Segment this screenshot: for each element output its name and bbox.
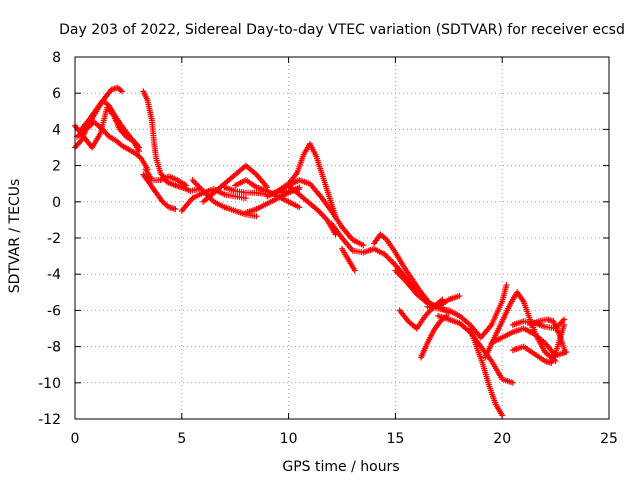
- data-point: [253, 213, 260, 220]
- data-point: [172, 206, 179, 213]
- data-point: [561, 321, 568, 328]
- y-tick-label: -2: [47, 231, 61, 247]
- series-arc-6: [140, 171, 179, 213]
- data-point: [503, 282, 510, 289]
- data-point: [296, 184, 303, 191]
- chart-title: Day 203 of 2022, Sidereal Day-to-day VTE…: [59, 22, 625, 38]
- x-tick-label: 10: [280, 431, 298, 447]
- y-tick-label: -12: [38, 412, 61, 428]
- data-point: [242, 195, 249, 202]
- y-tick-label: -8: [47, 340, 61, 356]
- data-point: [499, 412, 506, 419]
- data-point: [183, 182, 190, 189]
- data-points: [72, 84, 570, 419]
- x-tick-label: 0: [71, 431, 80, 447]
- data-point: [561, 316, 568, 323]
- x-tick-label: 20: [493, 431, 511, 447]
- data-point: [439, 296, 446, 303]
- tick-labels: 0 5 10 15 20 25 -12 -10 -8 -6 -4 -2 0 2 4 6 8: [38, 50, 618, 447]
- data-point: [296, 204, 303, 211]
- series-arc-10: [200, 162, 271, 205]
- data-point: [509, 379, 516, 386]
- data-point: [351, 267, 358, 274]
- x-tick-label: 5: [177, 431, 186, 447]
- series-arc-18: [339, 245, 358, 274]
- y-tick-label: 2: [52, 159, 61, 175]
- data-point: [456, 292, 463, 299]
- y-tick-label: -4: [47, 267, 61, 283]
- series-arc-30: [526, 316, 569, 356]
- y-tick-label: 0: [52, 195, 61, 211]
- data-point: [136, 148, 143, 155]
- y-tick-label: 8: [52, 50, 61, 66]
- series-arc-21: [396, 296, 446, 332]
- data-point: [118, 88, 125, 95]
- y-tick-label: -10: [38, 376, 61, 392]
- y-axis-label: SDTVAR / TECUs: [7, 179, 23, 294]
- series-arc-7: [142, 166, 190, 189]
- y-tick-label: -6: [47, 303, 61, 319]
- data-point: [562, 349, 569, 356]
- x-tick-label: 15: [386, 431, 404, 447]
- data-point: [360, 242, 367, 249]
- series-arc-4: [78, 97, 143, 155]
- plot-frame: [74, 56, 610, 420]
- y-tick-label: 6: [52, 86, 61, 102]
- series-arc-26: [482, 289, 559, 365]
- series-arc-24: [435, 312, 516, 386]
- series-arc-13: [242, 184, 303, 216]
- x-axis-label: GPS time / hours: [282, 459, 399, 475]
- y-tick-label: 4: [52, 122, 61, 138]
- x-tick-label: 25: [600, 431, 618, 447]
- series-arc-25: [467, 325, 506, 419]
